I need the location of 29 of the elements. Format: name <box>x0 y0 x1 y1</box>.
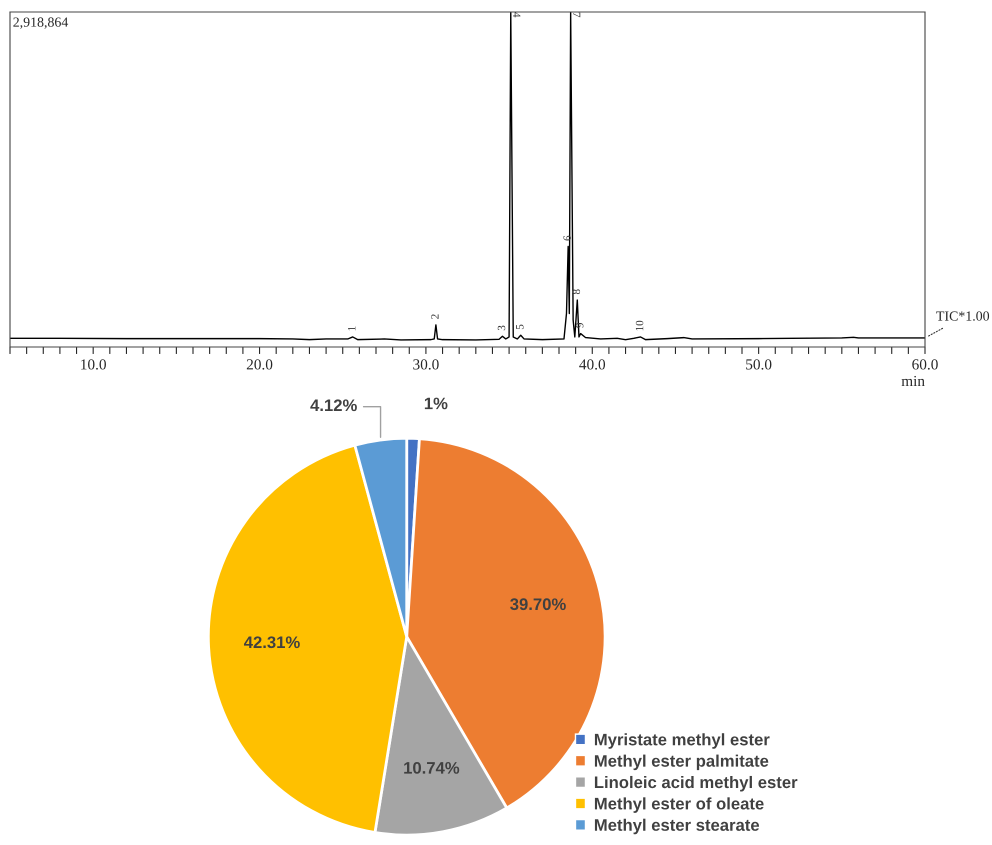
annotation: 2 <box>431 314 439 319</box>
annotation: 10 <box>636 320 644 330</box>
annotation: 7 <box>573 12 580 18</box>
x-tick-label: 10.0 <box>81 359 106 370</box>
data-label: 39.70% <box>510 598 566 610</box>
x-tick-label: 20.0 <box>246 359 272 370</box>
x-axis-title: min <box>902 376 925 386</box>
annotation: 4 <box>513 12 520 18</box>
legend-label: Methyl ester palmitate <box>594 754 768 770</box>
annotation: 6 <box>563 236 571 240</box>
x-tick-label: 50.0 <box>746 359 772 370</box>
data-label: 4.12% <box>310 399 357 412</box>
legend-label: Methyl ester stearate <box>594 818 760 834</box>
annotation: 3 <box>498 326 506 330</box>
annotation: 8 <box>572 289 580 294</box>
data-label: 42.31% <box>244 636 300 648</box>
x-tick-label: 60.0 <box>912 359 938 370</box>
legend-label: Myristate methyl ester <box>594 733 770 749</box>
text: TIC*1.00 <box>936 311 990 321</box>
x-tick-label: 30.0 <box>413 359 439 370</box>
annotation: 2,918,864 <box>13 17 68 29</box>
legend-label: Linoleic acid methyl ester <box>594 776 798 792</box>
data-label: 1% <box>424 398 448 410</box>
annotation: 5 <box>516 324 524 330</box>
annotation: 1 <box>348 326 356 330</box>
annotation: 9 <box>576 322 584 328</box>
legend-label: Methyl ester of oleate <box>594 797 764 813</box>
data-label: 10.74% <box>404 762 460 774</box>
x-tick-label: 40.0 <box>579 359 606 370</box>
